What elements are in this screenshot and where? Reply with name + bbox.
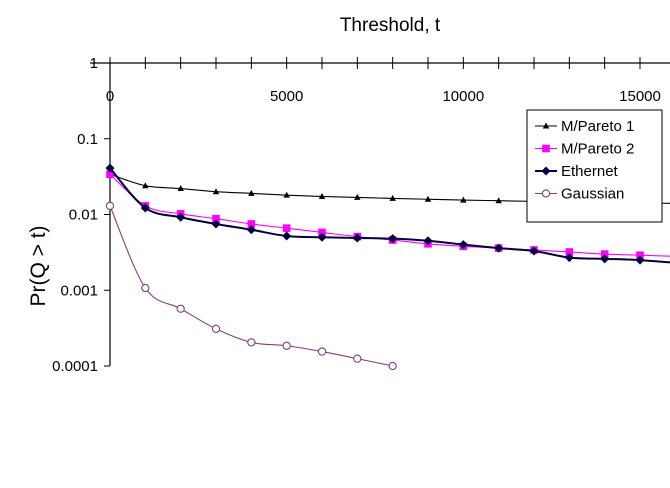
data-point-m-pareto-2	[212, 214, 220, 223]
data-point-ethernet	[600, 254, 610, 264]
data-point-ethernet	[211, 219, 221, 229]
data-point-m-pareto-2	[282, 224, 291, 232]
legend-label: Gaussian	[561, 186, 624, 203]
data-point-ethernet	[458, 240, 468, 250]
data-point-m-pareto-1	[424, 195, 432, 202]
data-point-gaussian	[176, 304, 185, 313]
data-point-m-pareto-2	[247, 220, 256, 228]
legend-swatch-marker	[542, 122, 550, 129]
legend-label: M/Pareto 2	[561, 141, 634, 158]
data-point-ethernet	[176, 212, 186, 222]
data-point-m-pareto-1	[460, 196, 467, 203]
legend-swatch-marker	[541, 189, 551, 198]
data-point-gaussian	[211, 324, 221, 333]
data-point-ethernet	[352, 233, 362, 243]
data-point-m-pareto-2	[318, 228, 326, 237]
legend-label: Ethernet	[561, 163, 619, 180]
data-point-ethernet	[423, 236, 433, 246]
data-point-m-pareto-2	[636, 251, 644, 260]
data-point-gaussian	[141, 283, 150, 293]
data-point-m-pareto-1	[177, 185, 184, 192]
legend-item-ethernet: Ethernet	[535, 163, 619, 180]
data-point-ethernet	[494, 243, 504, 253]
data-point-m-pareto-1	[389, 194, 396, 201]
data-point-m-pareto-1	[354, 193, 361, 200]
legend-label: M/Pareto 1	[561, 118, 634, 135]
y-tick-label: 0.1	[77, 131, 98, 148]
x-tick-label: 15000	[619, 88, 661, 105]
data-point-m-pareto-2	[106, 170, 114, 179]
data-point-gaussian	[388, 361, 397, 371]
data-point-gaussian	[353, 354, 362, 363]
data-point-ethernet	[105, 163, 115, 173]
series-gaussian	[105, 201, 397, 371]
data-point-gaussian	[247, 338, 256, 347]
data-point-ethernet	[529, 246, 539, 256]
x-tick-label: 10000	[442, 88, 484, 105]
x-axis-title: Threshold, t	[340, 15, 441, 36]
plot-area	[105, 163, 670, 371]
x-tick-label: 5000	[270, 88, 303, 105]
legend-swatch-marker	[542, 144, 550, 153]
legend-box	[526, 109, 663, 223]
data-point-ethernet	[282, 231, 292, 241]
data-point-m-pareto-2	[600, 250, 609, 258]
data-point-m-pareto-1	[142, 182, 149, 189]
data-point-ethernet	[564, 253, 574, 263]
series-ethernet	[105, 163, 670, 265]
data-point-ethernet	[317, 232, 327, 242]
data-point-gaussian	[317, 347, 327, 356]
y-tick-label: 0.001	[60, 282, 98, 299]
data-point-m-pareto-1	[212, 188, 220, 195]
legend-item-m-pareto-2: M/Pareto 2	[535, 141, 634, 158]
data-point-gaussian	[105, 201, 115, 211]
data-point-ethernet	[635, 255, 645, 265]
y-tick-label: 0.0001	[52, 358, 98, 375]
y-tick-label: 0.01	[69, 207, 98, 224]
legend-item-m-pareto-1: M/Pareto 1	[535, 118, 634, 135]
data-point-m-pareto-1	[283, 191, 290, 198]
data-point-m-pareto-1	[318, 192, 326, 199]
data-point-m-pareto-2	[565, 248, 574, 256]
y-tick-label: 1	[90, 55, 98, 72]
legend-item-gaussian: Gaussian	[535, 186, 624, 203]
y-axis-title: Pr(Q > t)	[27, 225, 50, 306]
data-point-m-pareto-1	[495, 197, 502, 204]
legend: M/Pareto 1 M/Pareto 2 Ethernet Gaussian	[526, 109, 663, 223]
data-point-ethernet	[388, 234, 398, 244]
data-point-m-pareto-1	[248, 189, 255, 196]
data-point-gaussian	[282, 341, 291, 350]
legend-swatch-marker	[541, 166, 551, 176]
data-point-ethernet	[140, 203, 150, 213]
data-point-ethernet	[246, 225, 256, 235]
